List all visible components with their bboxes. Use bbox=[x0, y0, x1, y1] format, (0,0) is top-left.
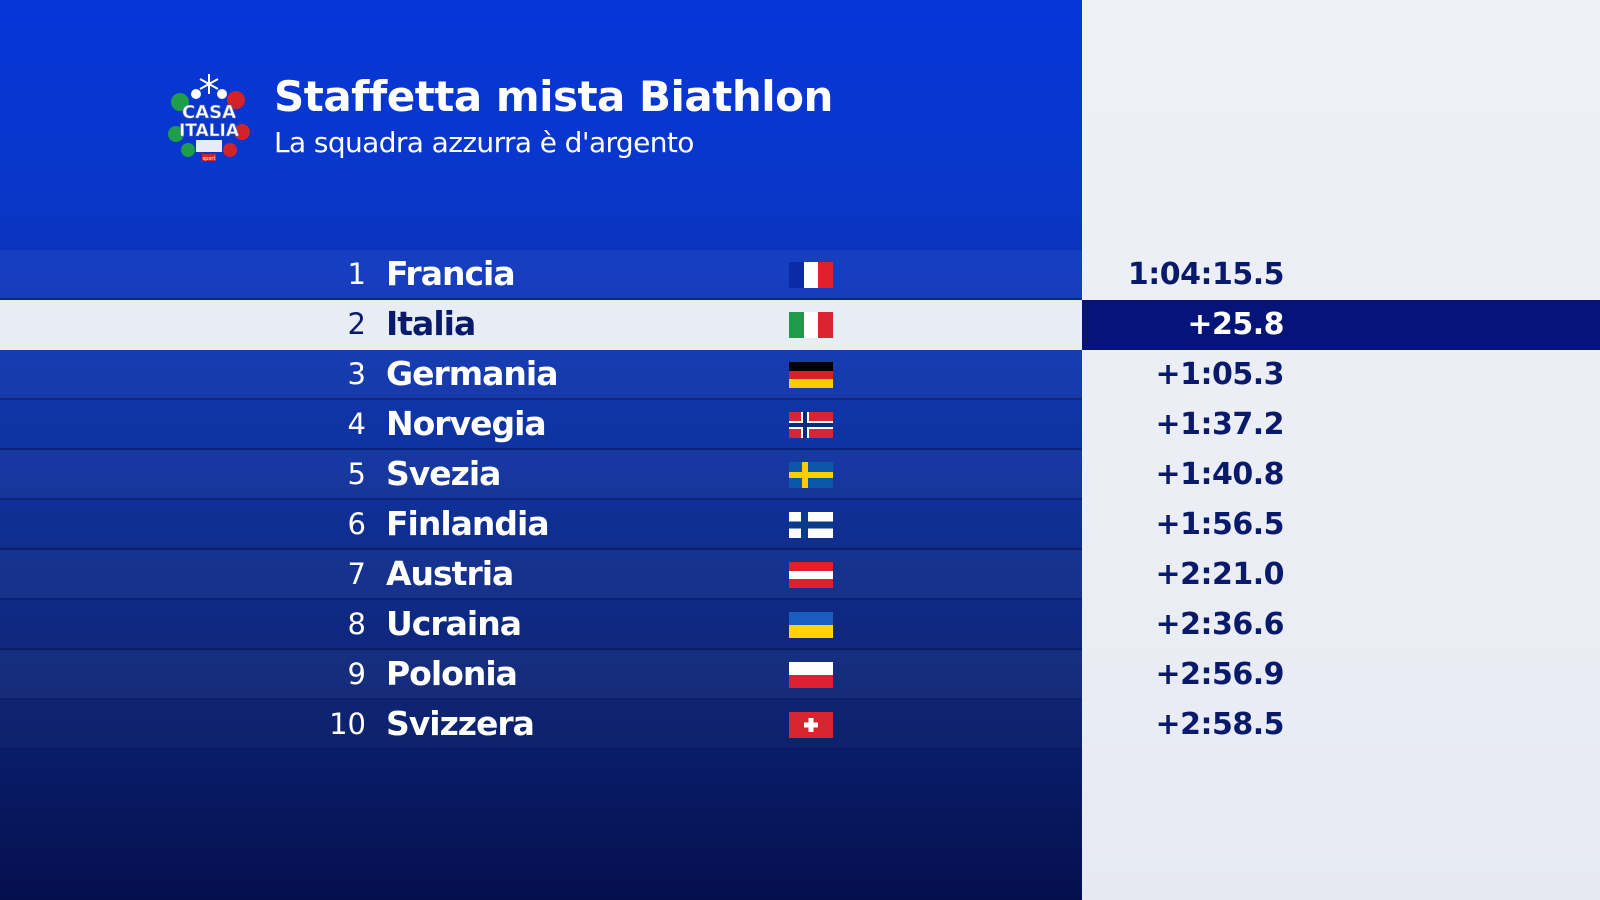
logo-text-casa: CASA bbox=[182, 102, 236, 123]
position-number: 9 bbox=[347, 657, 366, 691]
team-name: Germania bbox=[386, 354, 558, 393]
standings-row: 8 Ucraina +2:36.6 bbox=[0, 600, 1600, 650]
row-band bbox=[0, 250, 1082, 300]
time-value: +1:37.2 bbox=[1155, 407, 1284, 442]
logo-badge-text: sport bbox=[203, 156, 216, 162]
austria-flag-icon bbox=[789, 562, 833, 588]
row-band bbox=[0, 600, 1082, 650]
time-value: +2:58.5 bbox=[1155, 707, 1284, 742]
standings-row: 9 Polonia +2:56.9 bbox=[0, 650, 1600, 700]
row-band bbox=[0, 300, 1082, 350]
standings-row: 5 Svezia +1:40.8 bbox=[0, 450, 1600, 500]
position-number: 6 bbox=[347, 507, 366, 541]
france-flag-icon bbox=[789, 262, 833, 288]
germany-flag-icon bbox=[789, 362, 833, 388]
switzerland-flag-icon bbox=[789, 712, 833, 738]
poland-flag-icon bbox=[789, 662, 833, 688]
team-name: Austria bbox=[386, 554, 514, 593]
casa-italia-logo: CASA ITALIA sport bbox=[166, 72, 252, 166]
team-name: Svezia bbox=[386, 454, 501, 493]
standings-row: 1 Francia 1:04:15.5 bbox=[0, 250, 1600, 300]
standings-row: 3 Germania +1:05.3 bbox=[0, 350, 1600, 400]
row-band bbox=[0, 700, 1082, 750]
time-value: +1:40.8 bbox=[1155, 457, 1284, 492]
position-number: 2 bbox=[347, 307, 366, 341]
position-number: 8 bbox=[347, 607, 366, 641]
time-value: +2:36.6 bbox=[1155, 607, 1284, 642]
position-number: 4 bbox=[347, 407, 366, 441]
position-number: 3 bbox=[347, 357, 366, 391]
row-time-band bbox=[1082, 300, 1600, 350]
row-band bbox=[0, 350, 1082, 400]
time-value: +25.8 bbox=[1187, 307, 1284, 342]
team-name: Finlandia bbox=[386, 504, 550, 543]
position-number: 1 bbox=[347, 257, 366, 291]
ukraine-flag-icon bbox=[789, 612, 833, 638]
time-value: 1:04:15.5 bbox=[1127, 257, 1285, 292]
row-band bbox=[0, 450, 1082, 500]
logo-text-italia: ITALIA bbox=[179, 121, 240, 141]
team-name: Svizzera bbox=[386, 704, 535, 743]
row-band bbox=[0, 650, 1082, 700]
casa-italia-logo-icon: CASA ITALIA sport bbox=[168, 74, 250, 162]
team-name: Polonia bbox=[386, 654, 518, 693]
time-value: +1:56.5 bbox=[1155, 507, 1284, 542]
position-number: 7 bbox=[347, 557, 366, 591]
team-name: Norvegia bbox=[386, 404, 547, 443]
graphic-title: Staffetta mista Biathlon bbox=[274, 72, 833, 121]
position-number: 10 bbox=[329, 707, 366, 741]
standings-row: 4 Norvegia +1:37.2 bbox=[0, 400, 1600, 450]
standings-row: 10 Svizzera +2:58.5 bbox=[0, 700, 1600, 750]
standings-table: 1 Francia 1:04:15.5 2 Italia +25.8 3 Ger… bbox=[0, 250, 1600, 750]
right-panel bbox=[1082, 0, 1600, 900]
team-name: Italia bbox=[386, 304, 476, 343]
row-band bbox=[0, 500, 1082, 550]
finland-flag-icon bbox=[789, 512, 833, 538]
italy-flag-icon bbox=[789, 312, 833, 338]
time-value: +1:05.3 bbox=[1155, 357, 1284, 392]
norway-flag-icon bbox=[789, 412, 833, 438]
team-name: Ucraina bbox=[386, 604, 522, 643]
time-value: +2:21.0 bbox=[1155, 557, 1284, 592]
position-number: 5 bbox=[347, 457, 366, 491]
standings-row: 2 Italia +25.8 bbox=[0, 300, 1600, 350]
team-name: Francia bbox=[386, 254, 516, 293]
left-panel bbox=[0, 0, 1082, 900]
row-band bbox=[0, 550, 1082, 600]
graphic-subtitle: La squadra azzurra è d'argento bbox=[274, 126, 694, 159]
time-value: +2:56.9 bbox=[1155, 657, 1284, 692]
sweden-flag-icon bbox=[789, 462, 833, 488]
standings-row: 7 Austria +2:21.0 bbox=[0, 550, 1600, 600]
standings-row: 6 Finlandia +1:56.5 bbox=[0, 500, 1600, 550]
row-band bbox=[0, 400, 1082, 450]
